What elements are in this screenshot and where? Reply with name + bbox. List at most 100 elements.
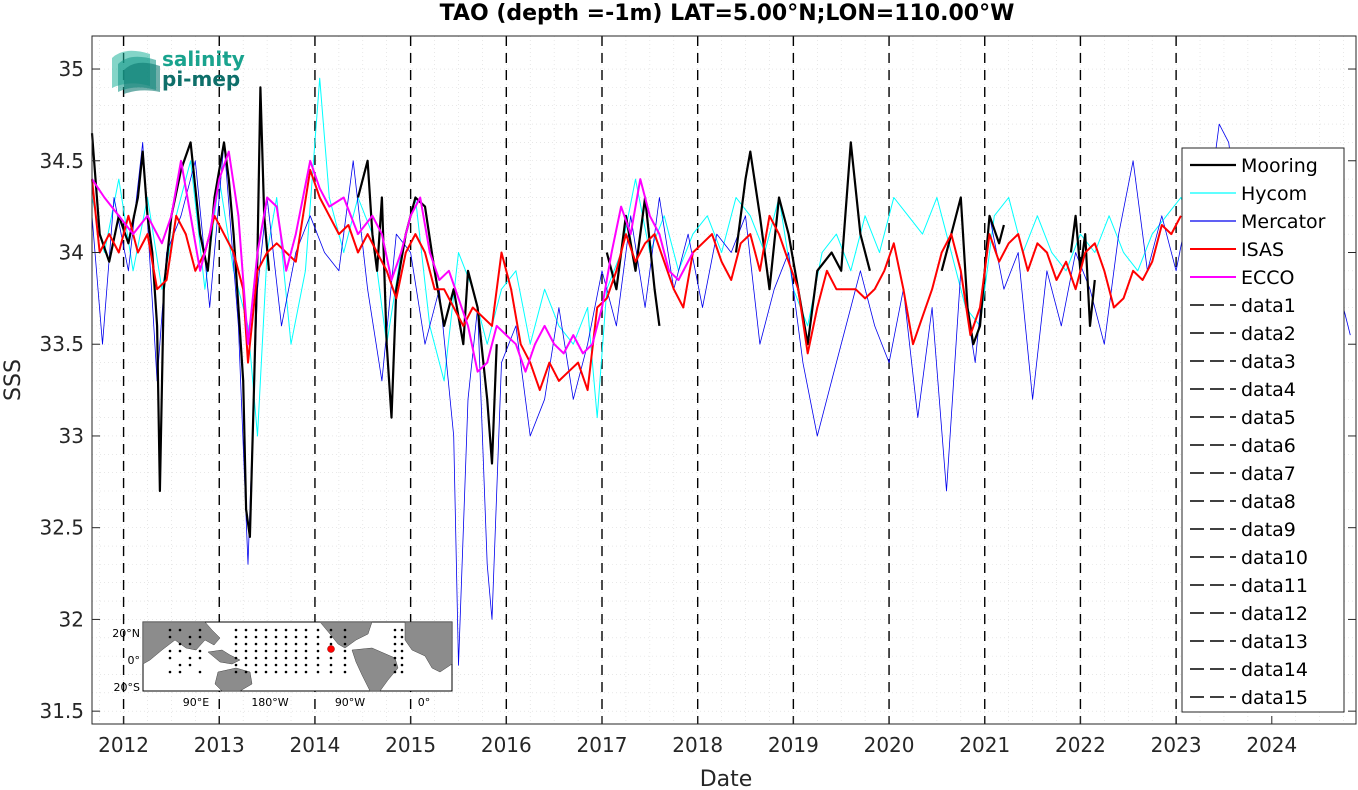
- land-north-america: [319, 621, 373, 649]
- inset-station-dot: [274, 663, 278, 667]
- legend-label-data1: data1: [1241, 295, 1296, 317]
- inset-station-dot: [400, 670, 404, 674]
- chart-title: TAO (depth =-1m) LAT=5.00°N;LON=110.00°W: [440, 1, 1015, 26]
- legend-items: Mooring Hycom Mercator ISAS ECCO data1 data2 da…: [1190, 155, 1326, 709]
- legend-label-data15: data15: [1241, 687, 1308, 709]
- inset-station-dot: [294, 635, 298, 639]
- x-tick-label: 2021: [959, 733, 1010, 757]
- inset-station-dot: [264, 642, 268, 646]
- x-tick-label: 2022: [1055, 733, 1106, 757]
- series-line-isas: [91, 168, 1182, 392]
- inset-station-dot: [400, 635, 404, 639]
- inset-station-dot: [329, 656, 333, 660]
- y-tick-label: 33.5: [39, 332, 84, 356]
- inset-station-dot: [284, 663, 288, 667]
- inset-station-dot: [244, 656, 248, 660]
- inset-station-dot: [234, 628, 238, 632]
- legend-label-data10: data10: [1241, 547, 1308, 569]
- y-tick-label: 32.5: [39, 516, 84, 540]
- inset-station-dot: [168, 628, 172, 632]
- inset-station-dot: [304, 642, 308, 646]
- plot-area: [90, 35, 1357, 725]
- inset-station-dot: [234, 656, 238, 660]
- inset-station-dot: [274, 635, 278, 639]
- inset-station-dot: [178, 642, 182, 646]
- x-tick-label: 2013: [194, 733, 245, 757]
- inset-station-dot: [294, 656, 298, 660]
- land-africa: [404, 621, 453, 673]
- legend-label-mercator: Mercator: [1241, 211, 1326, 233]
- inset-station-dot: [329, 642, 333, 646]
- map-lat-label-20s: 20°S: [114, 681, 140, 694]
- series-line-mooring: [940, 196, 1005, 346]
- legend-label-data8: data8: [1241, 491, 1296, 513]
- inset-station-dot: [294, 649, 298, 653]
- inset-station-dot: [188, 642, 192, 646]
- inset-station-dot: [400, 642, 404, 646]
- inset-station-dot: [244, 628, 248, 632]
- inset-station-dot: [393, 670, 397, 674]
- legend-label-mooring: Mooring: [1241, 155, 1318, 177]
- inset-station-dot: [343, 656, 347, 660]
- logo-text-pi-mep: pi-mep: [162, 67, 240, 91]
- inset-station-dot: [329, 628, 333, 632]
- inset-station-dot: [234, 649, 238, 653]
- inset-station-dot: [244, 642, 248, 646]
- legend-label-data12: data12: [1241, 603, 1308, 625]
- inset-station-dot: [254, 635, 258, 639]
- x-tick-label: 2015: [385, 733, 436, 757]
- year-divider-lines: [122, 36, 1177, 724]
- inset-station-dot: [329, 670, 333, 674]
- inset-station-dot: [264, 656, 268, 660]
- legend-label-data13: data13: [1241, 631, 1308, 653]
- y-tick-label: 34: [59, 240, 84, 264]
- inset-station-dot: [343, 635, 347, 639]
- series-group: [90, 77, 1351, 666]
- inset-station-dot: [264, 670, 268, 674]
- inset-station-dot: [254, 649, 258, 653]
- x-tick-label: 2020: [864, 733, 915, 757]
- legend-label-hycom: Hycom: [1241, 183, 1307, 205]
- inset-station-dot: [393, 628, 397, 632]
- inset-station-dot: [393, 656, 397, 660]
- map-lon-label-90e: 90°E: [183, 696, 209, 709]
- inset-station-dot: [244, 663, 248, 667]
- inset-station-dot: [393, 642, 397, 646]
- legend-label-data3: data3: [1241, 351, 1296, 373]
- inset-station-dot: [254, 670, 258, 674]
- inset-station-dot: [400, 628, 404, 632]
- inset-station-dot: [168, 670, 172, 674]
- inset-station-dot: [234, 635, 238, 639]
- inset-station-dot: [274, 642, 278, 646]
- series-line-mooring: [90, 86, 271, 539]
- inset-station-dot: [274, 670, 278, 674]
- inset-station-dot: [254, 663, 258, 667]
- logo-text-salinity: salinity: [162, 47, 245, 71]
- y-tick-label: 31.5: [39, 699, 84, 723]
- inset-station-dot: [316, 642, 320, 646]
- inset-station-dot: [168, 635, 172, 639]
- inset-station-dot: [198, 670, 202, 674]
- inset-station-dot: [178, 670, 182, 674]
- inset-station-dot: [284, 635, 288, 639]
- wave-logo-icon: [112, 50, 160, 94]
- land-south-america: [351, 647, 399, 692]
- inset-station-dot: [393, 649, 397, 653]
- inset-station-dot: [234, 642, 238, 646]
- legend-label-data14: data14: [1241, 659, 1308, 681]
- selected-station-marker: [327, 645, 335, 653]
- inset-station-dot: [264, 628, 268, 632]
- legend-label-ecco: ECCO: [1241, 267, 1295, 289]
- salinity-pi-mep-logo: salinity pi-mep: [112, 47, 245, 94]
- x-tick-label: 2018: [672, 733, 723, 757]
- inset-station-dot: [304, 656, 308, 660]
- series-line-mooring: [1069, 214, 1096, 327]
- inset-station-dot: [178, 628, 182, 632]
- inset-station-dot: [244, 635, 248, 639]
- inset-station-dot: [304, 635, 308, 639]
- inset-map: 20°N 0° 20°S 90°E 180°W 90°W 0°: [112, 621, 453, 709]
- inset-station-dot: [178, 649, 182, 653]
- inset-station-dot: [400, 649, 404, 653]
- inset-station-dot: [274, 649, 278, 653]
- inset-station-dot: [188, 663, 192, 667]
